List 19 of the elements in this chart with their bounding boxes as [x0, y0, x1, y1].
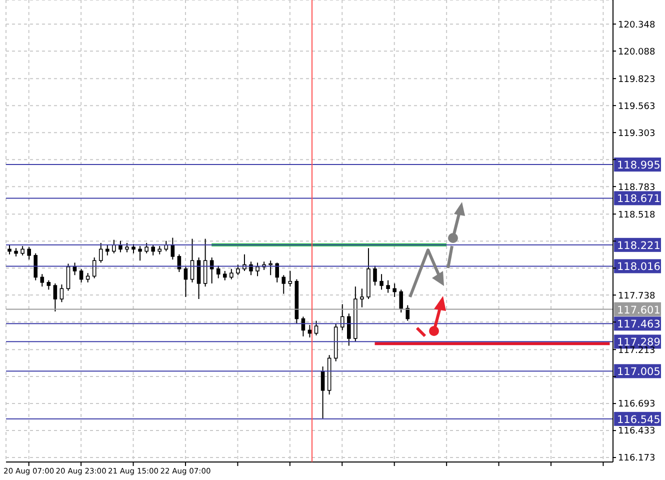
y-tick-label: 117.738: [618, 291, 656, 302]
y-tick-label: 118.518: [618, 210, 656, 220]
ref-line-label: 118.016: [617, 261, 661, 274]
ref-line-label: 116.545: [617, 414, 660, 426]
y-tick-label: 119.563: [618, 102, 656, 112]
ref-line-label: 118.995: [617, 160, 660, 172]
ref-line-label: 118.671: [617, 193, 660, 206]
y-tick-label: 119.823: [618, 74, 656, 85]
ref-line-label: 118.221: [617, 240, 660, 252]
y-tick-label: 116.173: [618, 454, 656, 464]
y-tick-label: 120.348: [618, 20, 656, 30]
ref-line-label: 117.463: [617, 318, 660, 331]
y-tick-label: 118.783: [618, 182, 656, 193]
y-tick-label: 116.433: [618, 426, 656, 437]
y-tick-label: 119.303: [618, 128, 656, 139]
y-tick-label: 120.088: [618, 47, 656, 58]
y-tick-label: 116.693: [618, 400, 656, 410]
ref-line-label: 117.601: [617, 304, 660, 316]
ref-line-label: 117.005: [617, 366, 660, 378]
